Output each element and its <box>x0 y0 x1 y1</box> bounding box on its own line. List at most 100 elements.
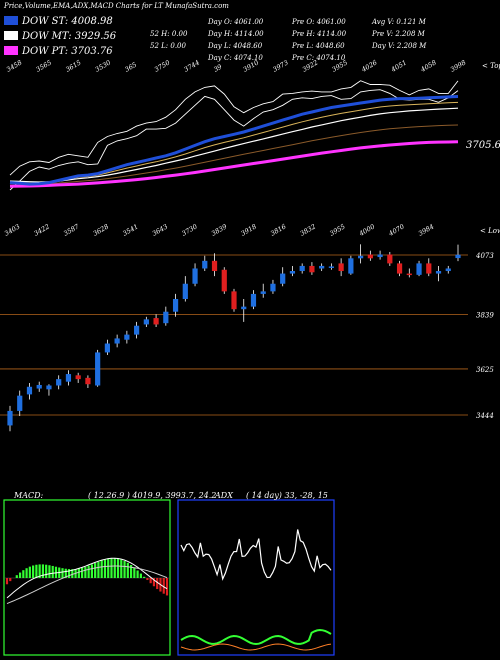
candle-body <box>299 265 305 272</box>
top-tick-label: 365 <box>123 61 138 74</box>
low-envelope-line <box>9 89 459 191</box>
adx-label: ADX <box>215 491 233 500</box>
macd-values: ( 12.26.9 ) 4019.9, 3993.7, 24.2 <box>88 491 217 500</box>
candle-body <box>406 273 412 276</box>
legend-swatch-pt <box>4 46 18 55</box>
top-tick-label: 4058 <box>419 59 438 75</box>
macd-histogram-bar <box>45 564 48 578</box>
legend-dow-pt: DOW PT: 3703.76 <box>4 46 113 57</box>
dow-pt-line <box>9 140 459 188</box>
candle-body <box>153 318 159 325</box>
top-tick-label: 3565 <box>35 59 53 74</box>
candle-body <box>358 255 364 259</box>
top-tick-label: 3910 <box>242 59 260 74</box>
candle-body <box>241 306 247 310</box>
candle-body <box>250 293 257 307</box>
top-tick-label: 3750 <box>153 59 171 74</box>
macd-histogram-bar <box>22 570 25 578</box>
top-tick-label: 3973 <box>271 59 289 74</box>
macd-histogram-bar <box>126 562 129 578</box>
macd-histogram-bar <box>5 578 9 585</box>
macd-histogram-bar <box>149 578 152 584</box>
macd-histogram-bar <box>84 566 87 578</box>
macd-histogram-bar <box>35 564 38 578</box>
candle-body <box>104 343 110 353</box>
candle-body <box>134 325 140 335</box>
macd-histogram-bar <box>156 578 159 590</box>
low-corner-label: < Lows <box>480 227 500 235</box>
price-axis-label: 3839 <box>476 312 494 320</box>
low-tick-label: 3422 <box>33 223 51 238</box>
stat-pre-open: Pre O: 4061.00 <box>292 18 346 26</box>
top-tick-label: 3530 <box>94 59 112 74</box>
candle-body <box>202 260 208 269</box>
candle-body <box>309 265 315 273</box>
macd-histogram-bar <box>133 567 136 578</box>
macd-signal-line <box>6 565 168 605</box>
top-tick-label: 3458 <box>5 59 23 74</box>
stat-52l: 52 L: 0.00 <box>150 42 186 50</box>
low-tick-label: 3955 <box>328 223 346 238</box>
macd-histogram-bar <box>146 578 149 581</box>
macd-histogram-bar <box>61 568 64 578</box>
macd-histogram-bar <box>77 568 80 578</box>
legend-swatch-mt <box>4 31 18 40</box>
legend-swatch-st <box>4 16 18 25</box>
macd-histogram-bar <box>139 573 142 578</box>
candle-body <box>65 374 72 382</box>
macd-histogram-bar <box>143 576 146 578</box>
macd-histogram-bar <box>18 572 22 578</box>
candle-body <box>7 410 13 426</box>
macd-histogram-bar <box>120 559 123 578</box>
stat-avg-vol: Avg V: 0.121 M <box>372 18 426 26</box>
macd-histogram-bar <box>25 568 28 578</box>
ema-long-mid-line <box>9 124 459 185</box>
price-axis-label: 3625 <box>476 366 494 374</box>
candle-body <box>445 268 451 272</box>
candle-body <box>143 319 149 325</box>
macd-histogram-bar <box>48 565 51 578</box>
candle-body <box>211 260 218 272</box>
macd-histogram-bar <box>15 575 18 578</box>
macd-histogram-bar <box>81 567 84 578</box>
candle-body <box>46 385 52 390</box>
low-tick-label: 3816 <box>269 223 287 238</box>
dow-st-line <box>9 95 459 186</box>
chart-title: Price,Volume,EMA,ADX,MACD Charts for LT … <box>4 2 229 10</box>
candle-body <box>387 254 393 264</box>
macd-histogram-bar <box>41 564 45 578</box>
candle-body <box>114 338 120 344</box>
candle-body <box>163 311 169 324</box>
macd-histogram-bar <box>67 569 71 578</box>
top-tick-label: 4026 <box>359 59 378 75</box>
candle-body <box>192 268 198 284</box>
macd-histogram-bar <box>54 566 58 578</box>
macd-histogram-bar <box>136 570 139 578</box>
macd-panel-frame <box>3 499 171 656</box>
low-tick-label: 3918 <box>240 223 258 238</box>
candle-body <box>377 254 383 258</box>
macd-histogram-bar <box>165 578 169 596</box>
low-tick-label: 3730 <box>180 223 198 238</box>
low-tick-label: 3839 <box>210 223 228 238</box>
candle-body <box>36 384 42 389</box>
adx-values: ( 14 day) 33, -28, 15 <box>246 491 328 500</box>
low-tick-label: 3832 <box>299 223 317 238</box>
adx-line <box>180 529 332 581</box>
candle-body <box>396 263 403 274</box>
candle-body <box>172 299 179 312</box>
stat-pre-low: Pre L: 4048.60 <box>292 42 345 50</box>
low-tick-label: 3403 <box>3 223 21 238</box>
macd-histogram-bar <box>110 558 113 578</box>
adx-panel-frame <box>177 499 335 656</box>
high-envelope-line <box>9 80 459 176</box>
adx-minus-di-line <box>180 643 332 651</box>
candle-body <box>270 283 276 292</box>
macd-histogram-bar <box>87 565 90 578</box>
candle-body <box>426 263 432 274</box>
candle-body <box>435 271 442 274</box>
dow-mt-line <box>9 107 459 183</box>
macd-histogram-bar <box>9 578 12 582</box>
low-tick-label: 4070 <box>387 223 406 239</box>
